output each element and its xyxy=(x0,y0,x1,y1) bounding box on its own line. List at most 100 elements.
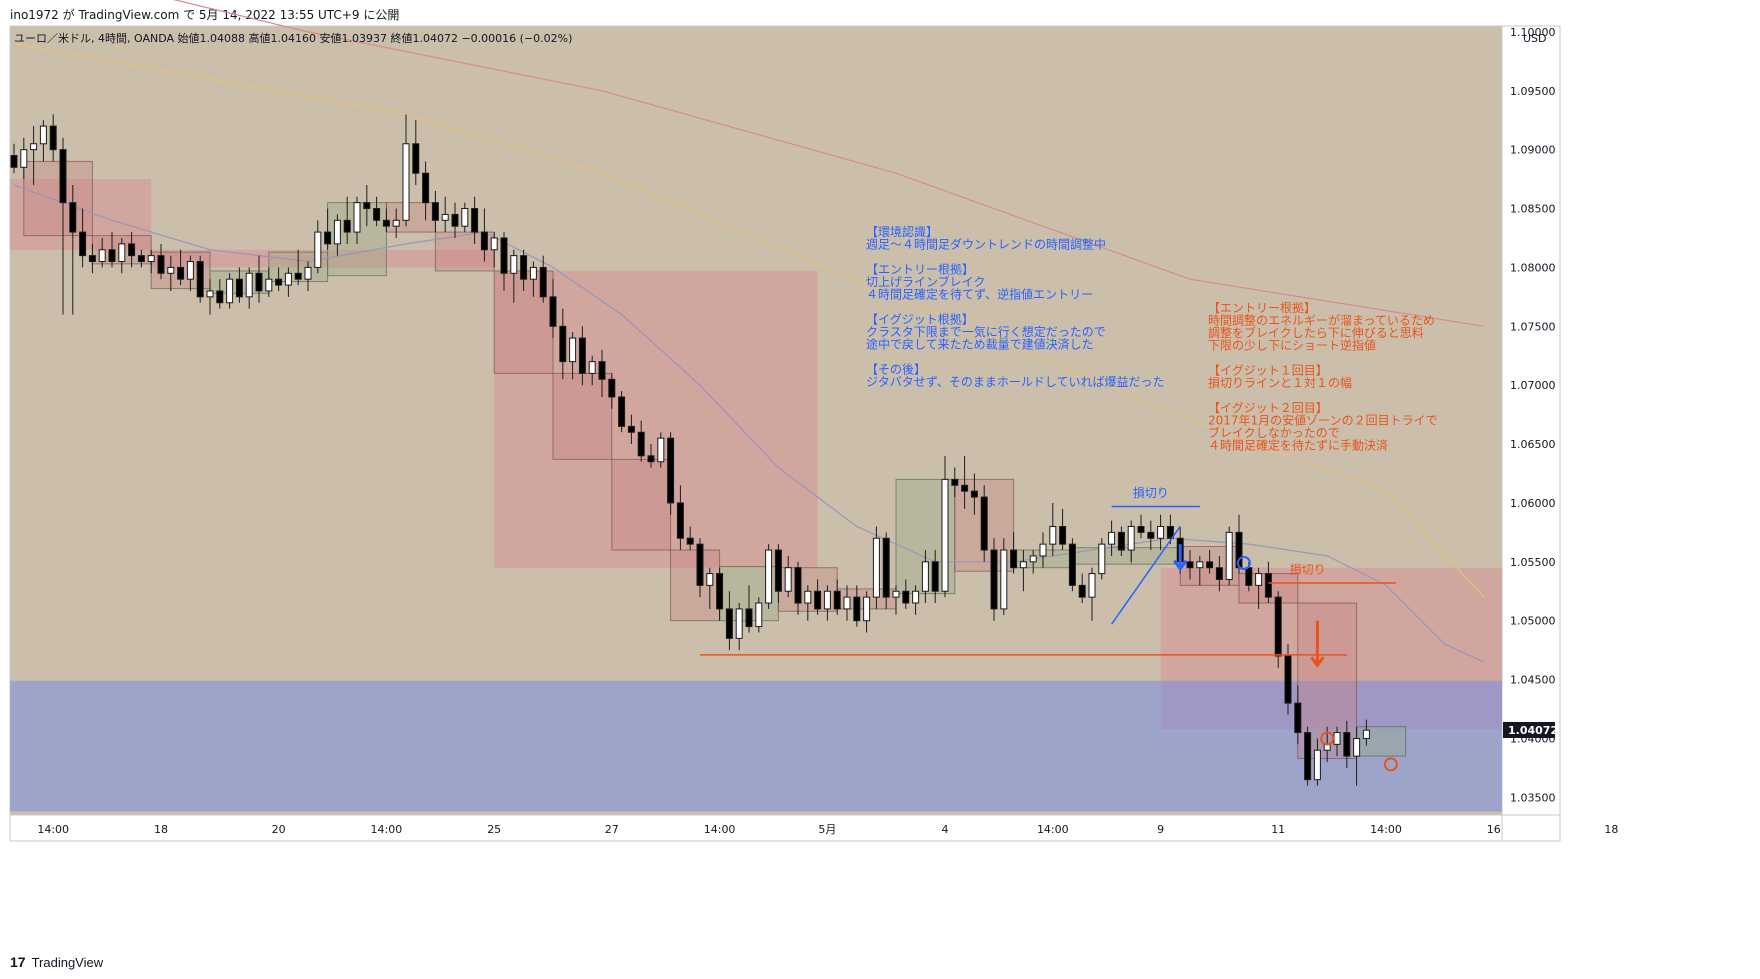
orange-annotation-line: ４時間足確定を待たずに手動決済 xyxy=(1208,438,1388,453)
tradingview-brand: TradingView xyxy=(31,955,104,970)
cluster-box xyxy=(385,202,436,233)
candle xyxy=(961,484,969,492)
candle xyxy=(520,255,528,280)
candle xyxy=(1343,732,1351,757)
candle xyxy=(59,149,67,204)
candle xyxy=(69,202,77,233)
orange-annotation-line: 【イグジット２回目】 xyxy=(1208,401,1328,415)
candle xyxy=(1255,573,1263,586)
candle xyxy=(529,266,537,280)
stop-loss-label: 損切り xyxy=(1133,485,1169,500)
candle xyxy=(892,590,900,598)
price-tick-label: 1.05500 xyxy=(1510,556,1556,569)
candle xyxy=(186,261,194,280)
candle xyxy=(882,537,890,598)
cluster-box xyxy=(552,372,613,460)
candle xyxy=(765,549,773,604)
exit-circle-marker xyxy=(1236,555,1251,570)
candle xyxy=(951,478,959,486)
time-tick-label: 18 xyxy=(154,823,168,836)
price-tick-label: 1.03500 xyxy=(1510,791,1556,804)
candle xyxy=(1039,543,1047,557)
candle xyxy=(872,537,880,598)
candle xyxy=(1225,531,1233,580)
candle xyxy=(324,231,332,245)
candle xyxy=(745,608,753,628)
time-tick-label: 4 xyxy=(942,823,949,836)
candle xyxy=(686,537,694,545)
cluster-box xyxy=(611,458,672,551)
time-tick-label: 14:00 xyxy=(1037,823,1069,836)
candle xyxy=(226,278,234,304)
blue-annotation-line: 切上げラインブレイク xyxy=(866,274,985,289)
candle xyxy=(1304,732,1312,781)
exit-circle-marker xyxy=(1320,731,1335,746)
candle xyxy=(1068,543,1076,586)
candle xyxy=(1245,567,1253,586)
candle xyxy=(1049,525,1057,545)
blue-annotation-line: 【エントリー根拠】 xyxy=(866,263,974,277)
candle xyxy=(235,278,243,298)
currency-label: USD xyxy=(1523,32,1547,45)
candle xyxy=(490,237,498,251)
candle xyxy=(578,337,586,374)
candle xyxy=(245,272,253,298)
price-tick-label: 1.07500 xyxy=(1510,320,1556,333)
candle xyxy=(1166,525,1174,539)
drawn-line xyxy=(1110,526,1181,625)
candle xyxy=(990,549,998,610)
candle xyxy=(853,596,861,622)
time-tick-label: 14:00 xyxy=(371,823,403,836)
candle xyxy=(373,208,381,221)
candle xyxy=(676,502,684,539)
candle xyxy=(1274,596,1282,657)
candle xyxy=(1117,531,1125,551)
candle xyxy=(1186,561,1194,569)
price-tick-label: 1.05000 xyxy=(1510,615,1556,628)
candle xyxy=(588,361,596,374)
candle xyxy=(1294,702,1302,734)
price-tick-label: 1.09000 xyxy=(1510,144,1556,157)
cluster-box xyxy=(23,160,93,237)
candle xyxy=(275,278,283,286)
candle xyxy=(10,155,18,168)
candle xyxy=(431,202,439,221)
candle xyxy=(941,478,949,592)
price-tick-label: 1.08500 xyxy=(1510,203,1556,216)
orange-annotation-line: 損切りラインと１対１の幅 xyxy=(1208,375,1352,390)
orange-annotation-line: 【エントリー根拠】 xyxy=(1208,301,1316,315)
candle xyxy=(794,567,802,604)
candle xyxy=(118,243,126,263)
price-tick-label: 1.06000 xyxy=(1510,497,1556,510)
candle xyxy=(598,361,606,380)
price-tick-label: 1.08000 xyxy=(1510,261,1556,274)
price-tick-label: 1.04500 xyxy=(1510,674,1556,687)
candle xyxy=(1098,543,1106,575)
candle xyxy=(39,125,47,145)
candle xyxy=(549,296,557,327)
candle xyxy=(137,255,145,263)
candle xyxy=(569,337,577,363)
candle xyxy=(333,219,341,245)
candle xyxy=(725,608,733,639)
candle xyxy=(284,272,292,286)
candle xyxy=(706,573,714,586)
blue-annotation-line: クラスタ下限まで一気に行く想定だったので xyxy=(866,324,1106,339)
candle xyxy=(716,573,724,610)
candle xyxy=(510,255,518,274)
candle xyxy=(265,278,273,292)
tradingview-logo-mark: 17 xyxy=(10,954,26,970)
time-tick-label: 5月 xyxy=(818,823,836,836)
tradingview-logo[interactable]: 17 TradingView xyxy=(10,954,103,970)
blue-annotation-line: 週足～４時間足ダウントレンドの時間調整中 xyxy=(866,237,1106,252)
candle xyxy=(20,149,28,168)
candle xyxy=(1147,531,1155,539)
time-tick-label: 14:00 xyxy=(37,823,69,836)
candle xyxy=(618,396,626,427)
candle xyxy=(177,266,185,280)
candle xyxy=(343,219,351,233)
candle xyxy=(1157,525,1165,539)
candle xyxy=(363,202,371,210)
candle xyxy=(559,325,567,363)
